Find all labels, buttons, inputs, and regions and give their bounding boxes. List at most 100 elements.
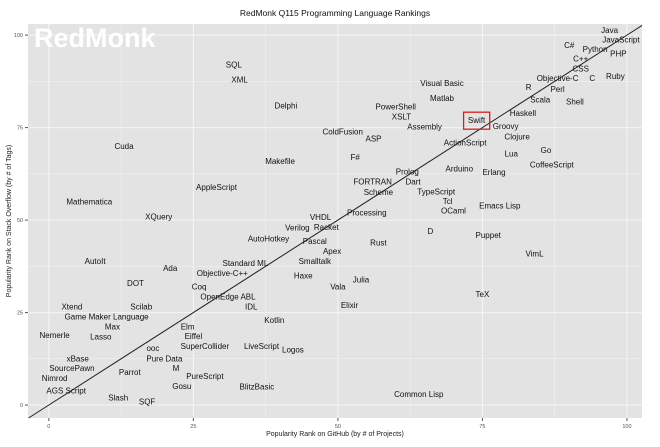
x-tick-label: 25 [190,424,196,430]
point-label: SuperCollider [181,342,230,351]
point-label: AutoIt [85,257,107,266]
point-label: XML [231,76,248,85]
point-label: Processing [347,209,387,218]
point-label: Cuda [114,142,134,151]
point-label: Nimrod [42,374,68,383]
point-label: Delphi [275,101,298,110]
point-label: Shell [566,98,584,107]
point-label: IDL [245,302,258,311]
x-tick-label: 75 [479,424,485,430]
point-label: Racket [314,223,340,232]
point-label: Ada [163,264,178,273]
point-label: Coq [192,283,207,292]
point-label: Mathematica [66,198,112,207]
point-label: Groovy [493,122,519,131]
redmonk-logo: RedMonk [34,23,156,53]
point-label: Eiffel [185,332,203,341]
point-label: Ruby [606,72,625,81]
point-label: AppleScript [196,183,238,192]
point-label: JavaScript [602,35,640,44]
point-label: OCaml [441,207,466,216]
point-label: Kotlin [264,316,284,325]
point-label: Rust [370,238,387,247]
point-label: C [589,74,595,83]
point-label: Java [601,26,618,35]
point-label: PowerShell [375,103,416,112]
point-label: Clojure [504,132,530,141]
point-label: OpenEdge ABL [200,293,256,302]
point-label: AutoHotkey [248,235,289,244]
point-label: Scilab [130,303,152,312]
point-label: XQuery [145,212,172,221]
point-label: Assembly [407,122,442,131]
grid-lines [28,24,642,418]
point-label: Tcl [443,197,453,206]
point-label: Standard ML [222,259,268,268]
reference-line [28,25,643,419]
point-label: VimL [525,249,544,258]
point-label: Perl [550,85,564,94]
point-label: Scheme [364,188,394,197]
point-label: Common Lisp [394,390,444,399]
point-label: Haskell [510,109,536,118]
point-label: CoffeeScript [530,161,575,170]
point-label: FORTRAN [353,178,392,187]
point-label: SQL [226,61,243,70]
point-label: BlitzBasic [240,383,275,392]
x-tick-label: 0 [47,424,50,430]
point-label: Slash [108,394,128,403]
point-label: Pure Data [146,354,183,363]
point-label: Makefile [265,157,295,166]
point-label: Elm [181,322,195,331]
point-label: Matlab [430,94,455,103]
point-label: LiveScript [244,342,280,351]
point-label: Lasso [90,332,112,341]
point-label: Lua [505,150,519,159]
point-label: F# [351,153,361,162]
y-tick-label: 100 [14,33,23,39]
point-label: Go [541,146,552,155]
point-label: Visual Basic [420,79,463,88]
point-label: Haxe [294,272,313,281]
point-label: SQF [139,397,156,406]
y-tick-label: 50 [17,218,23,224]
point-label: Pascal [303,237,327,246]
highlight-box [462,111,491,130]
point-label: VHDL [310,213,332,222]
point-label: M [173,364,180,373]
point-label: PureScript [186,372,224,381]
point-label: D [428,227,434,236]
point-label: Verilog [285,224,309,233]
point-label: Objective-C [537,74,579,83]
y-tick-label: 75 [17,126,23,132]
chart-title: RedMonk Q115 Programming Language Rankin… [240,8,430,18]
point-label: ooc [146,344,159,353]
x-tick-label: 50 [335,424,341,430]
point-label: ColdFusion [322,127,362,136]
axis-ticks: 0 25 50 75 100 0 25 50 75 100 [14,33,632,430]
point-label: Erlang [482,168,505,177]
point-label: ASP [365,135,381,144]
point-label: Xtend [61,303,82,312]
point-label: XSLT [392,112,412,121]
point-label: C# [564,41,575,50]
y-tick-label: 0 [20,403,23,409]
point-label: Nemerle [39,331,70,340]
point-label: Puppet [476,231,502,240]
point-label: R [526,83,532,92]
point-label: Smalltalk [299,257,332,266]
point-label: Apex [323,247,341,256]
point-label: Swift [468,116,486,125]
point-label: Elixir [341,301,359,310]
y-tick-label: 25 [17,311,23,317]
point-label: C++ [573,55,588,64]
point-label: Julia [353,275,370,284]
point-label: Vala [330,283,346,292]
point-label: CSS [572,64,588,73]
x-tick-label: 100 [622,424,631,430]
point-label: xBase [67,354,90,363]
point-label: Python [583,45,608,54]
point-label: Gosu [172,382,191,391]
point-label: Prolog [396,168,419,177]
